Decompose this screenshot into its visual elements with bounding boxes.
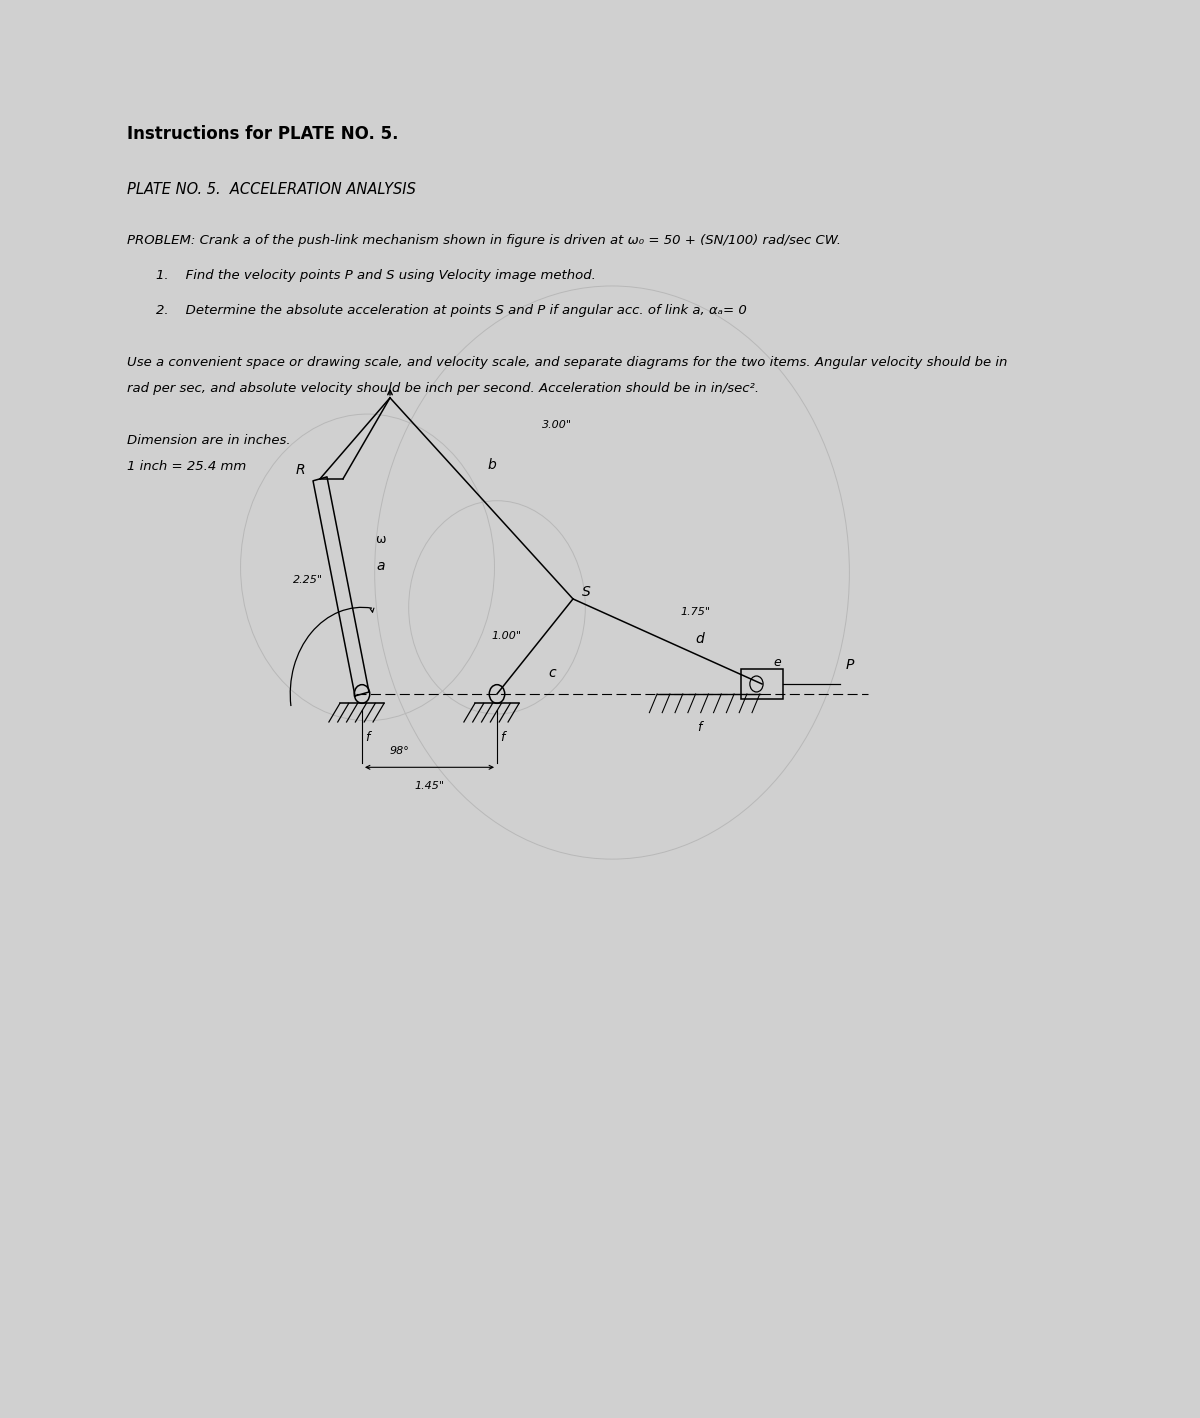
Text: rad per sec, and absolute velocity should be inch per second. Acceleration shoul: rad per sec, and absolute velocity shoul… [127, 383, 760, 396]
Text: P: P [846, 658, 854, 672]
Text: Dimension are in inches.: Dimension are in inches. [127, 434, 292, 448]
Text: 2.    Determine the absolute acceleration at points S and P if angular acc. of l: 2. Determine the absolute acceleration a… [156, 303, 746, 316]
Text: a: a [377, 560, 385, 573]
Text: e: e [773, 657, 781, 669]
Text: d: d [695, 632, 704, 645]
Bar [742, 669, 782, 699]
Text: f: f [365, 732, 370, 744]
Text: ω: ω [376, 533, 385, 546]
Text: f: f [697, 720, 701, 733]
Text: 1 inch = 25.4 mm: 1 inch = 25.4 mm [127, 459, 247, 472]
Text: 2.25": 2.25" [293, 574, 323, 584]
Text: S: S [582, 586, 590, 600]
Text: f: f [500, 732, 505, 744]
Text: 1.    Find the velocity points P and S using Velocity image method.: 1. Find the velocity points P and S usin… [156, 269, 596, 282]
Text: R: R [296, 462, 306, 476]
Text: 1.00": 1.00" [492, 631, 522, 641]
Text: PLATE NO. 5.  ACCELERATION ANALYSIS: PLATE NO. 5. ACCELERATION ANALYSIS [127, 183, 416, 197]
Text: 1.45": 1.45" [414, 781, 444, 791]
Text: 3.00": 3.00" [542, 420, 572, 430]
Text: 98°: 98° [390, 746, 409, 756]
Text: Instructions for PLATE NO. 5.: Instructions for PLATE NO. 5. [127, 125, 398, 143]
Text: 1.75": 1.75" [680, 607, 710, 617]
Text: b: b [487, 458, 496, 472]
Text: PROBLEM: Crank a of the push-link mechanism shown in figure is driven at ω₀ = 50: PROBLEM: Crank a of the push-link mechan… [127, 234, 841, 248]
Text: Use a convenient space or drawing scale, and velocity scale, and separate diagra: Use a convenient space or drawing scale,… [127, 356, 1008, 369]
Text: c: c [548, 666, 556, 681]
